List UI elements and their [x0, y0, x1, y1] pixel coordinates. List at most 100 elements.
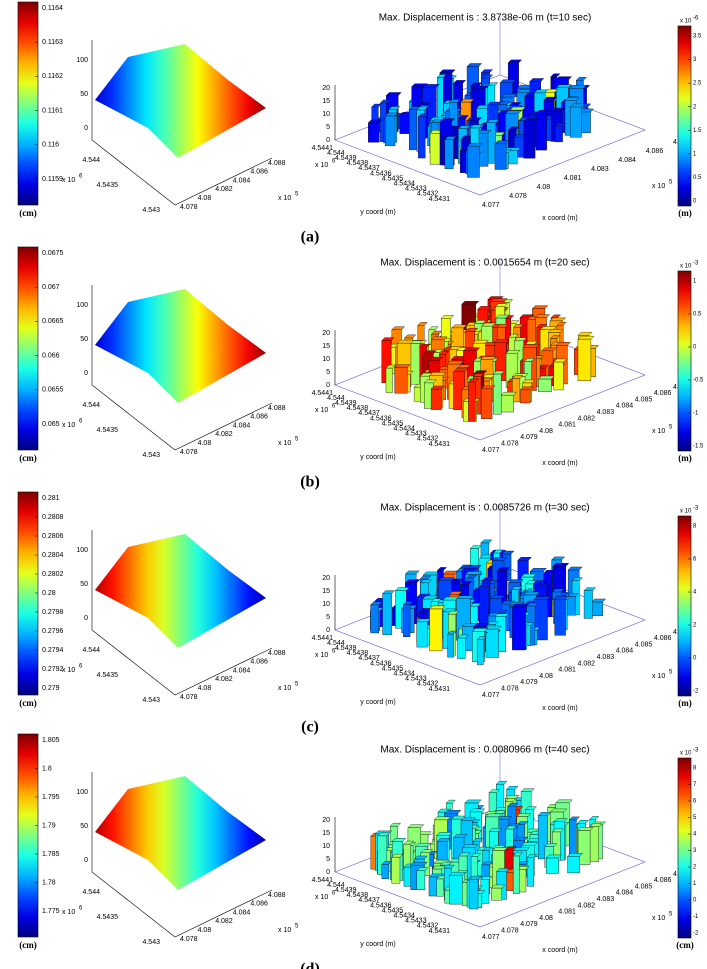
- exponent-power: 5: [295, 682, 299, 688]
- colorbar-tick-label: 6: [693, 799, 697, 805]
- z-tick-label: 10: [322, 111, 330, 118]
- building-roof: [469, 545, 483, 549]
- x-tick-label: 4.083: [597, 654, 615, 661]
- building-roof: [526, 854, 538, 858]
- exponent-power: 5: [669, 912, 673, 918]
- colorbar-tick-label: 3: [693, 848, 697, 854]
- z-tick-label: 50: [80, 823, 88, 830]
- building-roof: [555, 342, 571, 346]
- colorbar-tick-label: 0.0665: [42, 318, 64, 325]
- x-tick-label: 4.08: [198, 927, 212, 934]
- building-roof: [554, 122, 567, 127]
- z-tick-label: 20: [322, 85, 330, 92]
- building-roof: [439, 861, 453, 866]
- building-roof: [486, 101, 502, 106]
- exponent-power: 5: [669, 425, 673, 431]
- building-roof: [567, 566, 583, 571]
- y-tick-label: 4.544: [82, 647, 100, 654]
- building-roof: [430, 598, 442, 602]
- building-roof: [437, 577, 455, 581]
- axis: [91, 40, 273, 206]
- building-roof: [481, 74, 494, 79]
- building-roof: [472, 373, 485, 377]
- building-roof: [508, 320, 520, 324]
- y-tick-label: 4.544: [82, 157, 100, 164]
- building-roof: [555, 76, 573, 80]
- building-roof: [391, 853, 404, 858]
- x-tick-label: 4.08: [539, 428, 553, 435]
- building-roof: [447, 610, 460, 615]
- z-tick-label: 10: [322, 356, 330, 363]
- building-roof: [466, 143, 483, 147]
- building-roof: [414, 842, 432, 847]
- y-tick-label: 4.5434: [393, 181, 415, 188]
- building: [577, 338, 592, 381]
- building-roof: [436, 832, 453, 836]
- y-tick-label: 4.544: [327, 640, 345, 647]
- building: [399, 115, 410, 134]
- axis-label: y coord (m): [360, 209, 395, 216]
- building: [553, 361, 564, 391]
- building-roof: [448, 871, 467, 876]
- building-roof: [436, 74, 447, 78]
- building-roof: [538, 364, 549, 369]
- building-roof: [469, 808, 486, 813]
- y-tick-label: 4.5431: [429, 928, 451, 935]
- building-roof: [493, 549, 504, 554]
- exponent-base: x 10: [680, 264, 692, 270]
- building-roof: [385, 364, 396, 369]
- building-roof: [543, 96, 558, 101]
- colorbar-tick-label: 6: [693, 557, 697, 563]
- colorbar: [677, 25, 692, 207]
- building: [493, 373, 502, 415]
- y-tick-label: 4.544: [327, 150, 345, 157]
- building-roof: [589, 816, 600, 820]
- building-roof: [488, 789, 501, 793]
- building-roof: [371, 103, 382, 108]
- building: [478, 586, 490, 624]
- colorbar-tick-label: 0.2794: [42, 647, 64, 654]
- building-roof: [472, 339, 489, 344]
- building: [436, 878, 444, 897]
- building-roof: [411, 83, 428, 87]
- exponent-base: x 10: [315, 162, 328, 169]
- exponent-power: 6: [332, 159, 336, 165]
- building-roof: [394, 364, 411, 368]
- building-roof: [469, 875, 482, 880]
- x-tick-label: 4.083: [591, 166, 609, 173]
- building-roof: [452, 834, 468, 838]
- caption: (a): [301, 229, 320, 246]
- y-tick-label: 4.5435: [97, 182, 119, 189]
- colorbar-tick-label: 1.795: [42, 794, 60, 801]
- building-roof: [564, 97, 580, 101]
- z-tick-label: 20: [322, 817, 330, 824]
- building-roof: [391, 326, 405, 330]
- exponent-base: x 10: [62, 422, 75, 429]
- x-tick-label: 4.086: [250, 901, 268, 908]
- building-roof: [410, 861, 428, 866]
- y-tick-label: 4.5433: [405, 431, 427, 438]
- exponent-power: -3: [693, 261, 699, 267]
- building-roof: [512, 852, 523, 857]
- building-roof: [489, 595, 506, 599]
- building-roof: [381, 337, 395, 341]
- x-tick-label: 4.08: [539, 673, 553, 680]
- building-roof: [491, 557, 508, 561]
- building-roof: [477, 306, 492, 310]
- exponent-base: x 10: [652, 183, 665, 190]
- building-roof: [457, 364, 471, 368]
- colorbar-tick-label: 2: [693, 865, 697, 871]
- z-tick-label: 15: [322, 98, 330, 105]
- building-roof: [459, 564, 472, 569]
- building-roof: [471, 85, 489, 89]
- x-tick-label: 4.084: [616, 403, 634, 410]
- x-tick-label: 4.079: [520, 434, 538, 441]
- axis-label: x coord (m): [542, 705, 577, 712]
- x-tick-label: 4.079: [520, 921, 538, 928]
- building-roof: [507, 126, 520, 131]
- colorbar-tick-label: 8: [693, 524, 697, 530]
- exponent-power: 6: [79, 419, 83, 425]
- colorbar-tick-label: 2: [693, 104, 697, 110]
- axis-label: y coord (m): [360, 454, 395, 461]
- y-tick-label: 4.5432: [417, 923, 439, 930]
